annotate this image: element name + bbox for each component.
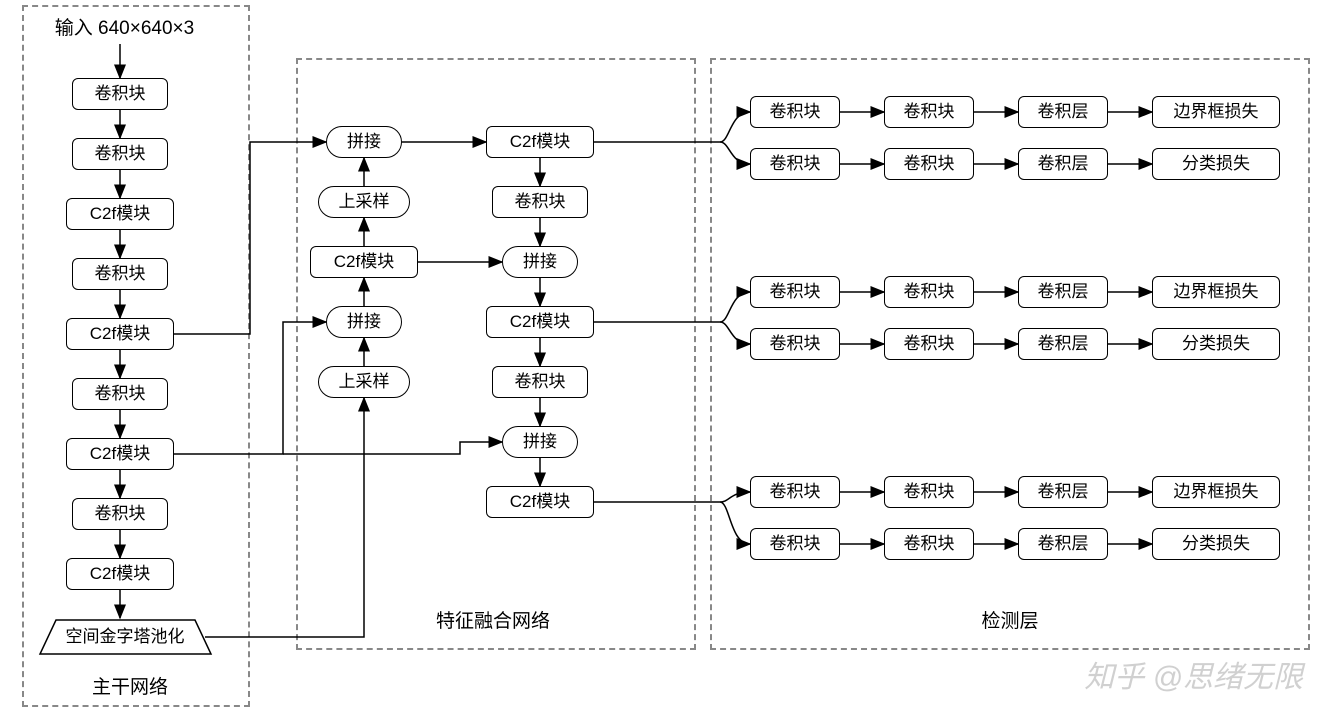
node-h1_o2: 分类损失 xyxy=(1152,148,1280,180)
node-b_conv1: 卷积块 xyxy=(72,78,168,110)
watermark: 知乎 @思绪无限 xyxy=(1084,652,1303,696)
node-h1_c3: 卷积块 xyxy=(884,96,974,128)
node-b_c2f3: C2f模块 xyxy=(66,438,174,470)
node-b_conv2: 卷积块 xyxy=(72,138,168,170)
node-h2_o2: 分类损失 xyxy=(1152,328,1280,360)
node-b_sppf: 空间金字塔池化 xyxy=(45,620,205,654)
node-head_label: 检测层 xyxy=(970,610,1050,634)
node-h1_l2: 卷积层 xyxy=(1018,148,1108,180)
node-h2_c2: 卷积块 xyxy=(750,328,840,360)
node-n_convR2: 卷积块 xyxy=(492,366,588,398)
node-h1_c4: 卷积块 xyxy=(884,148,974,180)
node-b_c2f4: C2f模块 xyxy=(66,558,174,590)
node-n_up2: 上采样 xyxy=(318,366,410,398)
node-h1_c2: 卷积块 xyxy=(750,148,840,180)
node-b_c2f1: C2f模块 xyxy=(66,198,174,230)
node-n_c2fR1: C2f模块 xyxy=(486,126,594,158)
node-b_conv4: 卷积块 xyxy=(72,378,168,410)
node-h3_c2: 卷积块 xyxy=(750,528,840,560)
node-h1_l1: 卷积层 xyxy=(1018,96,1108,128)
node-input: 输入 640×640×3 xyxy=(32,14,217,44)
node-h1_c1: 卷积块 xyxy=(750,96,840,128)
diagram-container: 输入 640×640×3卷积块卷积块C2f模块卷积块C2f模块卷积块C2f模块卷… xyxy=(0,0,1333,716)
node-h2_c3: 卷积块 xyxy=(884,276,974,308)
node-h2_l2: 卷积层 xyxy=(1018,328,1108,360)
node-n_cat2: 拼接 xyxy=(326,306,402,338)
node-h1_o1: 边界框损失 xyxy=(1152,96,1280,128)
node-h3_c4: 卷积块 xyxy=(884,528,974,560)
node-n_c2fL1: C2f模块 xyxy=(310,246,418,278)
node-n_catR1: 拼接 xyxy=(502,246,578,278)
node-n_cat1: 拼接 xyxy=(326,126,402,158)
node-h3_c3: 卷积块 xyxy=(884,476,974,508)
node-b_c2f2: C2f模块 xyxy=(66,318,174,350)
node-h3_o1: 边界框损失 xyxy=(1152,476,1280,508)
node-b_conv3: 卷积块 xyxy=(72,258,168,290)
node-n_c2fR2: C2f模块 xyxy=(486,306,594,338)
node-h2_o1: 边界框损失 xyxy=(1152,276,1280,308)
node-b_conv5: 卷积块 xyxy=(72,498,168,530)
node-h2_c1: 卷积块 xyxy=(750,276,840,308)
node-backbone_label: 主干网络 xyxy=(80,676,180,700)
node-h2_c4: 卷积块 xyxy=(884,328,974,360)
node-h3_c1: 卷积块 xyxy=(750,476,840,508)
node-h3_l1: 卷积层 xyxy=(1018,476,1108,508)
node-n_convR1: 卷积块 xyxy=(492,186,588,218)
node-n_catR2: 拼接 xyxy=(502,426,578,458)
node-n_c2fR3: C2f模块 xyxy=(486,486,594,518)
node-n_up1: 上采样 xyxy=(318,186,410,218)
node-h3_l2: 卷积层 xyxy=(1018,528,1108,560)
node-h3_o2: 分类损失 xyxy=(1152,528,1280,560)
node-h2_l1: 卷积层 xyxy=(1018,276,1108,308)
node-neck_label: 特征融合网络 xyxy=(418,610,568,634)
group-backbone xyxy=(22,5,250,707)
